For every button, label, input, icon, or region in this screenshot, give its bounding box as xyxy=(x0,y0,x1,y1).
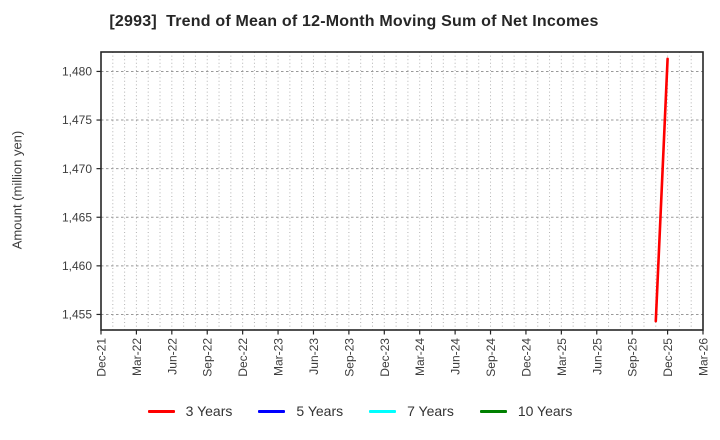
x-tick-label: Dec-22 xyxy=(236,338,250,377)
legend-swatch-10-years xyxy=(479,409,507,413)
x-tick-label: Jun-23 xyxy=(307,338,321,375)
y-tick-label: 1,465 xyxy=(62,210,92,224)
legend-item-7-years: 7 Years xyxy=(369,403,454,419)
x-tick-label: Mar-23 xyxy=(272,338,286,376)
x-tick-label: Dec-24 xyxy=(519,338,533,377)
x-tick-label: Jun-22 xyxy=(165,338,179,375)
legend-item-3-years: 3 Years xyxy=(147,403,233,419)
legend-swatch-3-years xyxy=(147,409,175,413)
legend-label-5-years: 5 Years xyxy=(296,403,344,419)
y-tick-label: 1,470 xyxy=(62,162,92,176)
y-tick-label: 1,475 xyxy=(62,113,92,127)
legend-swatch-5-years xyxy=(258,409,286,413)
x-tick-label: Sep-25 xyxy=(626,338,640,377)
legend-label-3-years: 3 Years xyxy=(185,403,233,419)
x-tick-label: Dec-25 xyxy=(661,338,675,377)
x-tick-label: Mar-25 xyxy=(555,338,569,376)
legend-item-5-years: 5 Years xyxy=(258,403,343,419)
y-tick-label: 1,460 xyxy=(62,259,92,273)
legend-label-7-years: 7 Years xyxy=(407,403,454,419)
legend-swatch-7-years xyxy=(369,409,397,413)
plot-frame xyxy=(100,51,704,331)
series-line-3-years xyxy=(654,57,669,323)
x-tick-label: Mar-24 xyxy=(413,338,427,376)
x-tick-label: Jun-24 xyxy=(449,338,463,375)
x-tick-label: Dec-21 xyxy=(95,338,109,377)
x-tick-label: Dec-23 xyxy=(378,338,392,377)
legend: 3 Years 5 Years 7 Years 10 Years xyxy=(0,403,720,419)
x-tick-label: Sep-23 xyxy=(342,338,356,377)
y-tick-label: 1,455 xyxy=(62,308,92,322)
x-tick-label: Sep-22 xyxy=(201,338,215,377)
x-tick-label: Jun-25 xyxy=(590,338,604,375)
x-tick-label: Mar-26 xyxy=(697,338,711,376)
x-tick-label: Sep-24 xyxy=(484,338,498,377)
legend-label-10-years: 10 Years xyxy=(517,403,573,419)
y-tick-label: 1,480 xyxy=(62,65,92,79)
x-tick-label: Mar-22 xyxy=(130,338,144,376)
chart-title: [2993] Trend of Mean of 12-Month Moving … xyxy=(109,13,599,30)
legend-item-10-years: 10 Years xyxy=(479,403,573,419)
